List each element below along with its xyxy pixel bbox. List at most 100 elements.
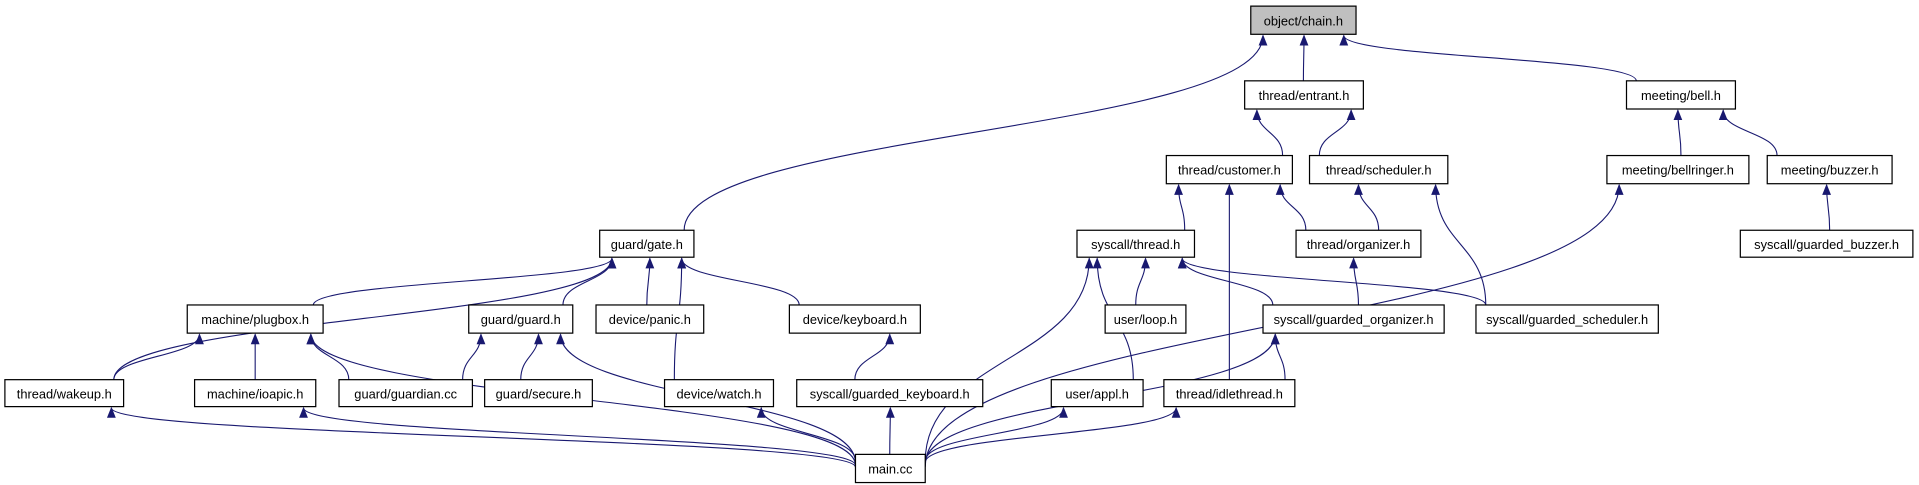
node-box: [663, 379, 775, 408]
edge-main-to-appl: [924, 406, 1068, 462]
node-box: [4, 379, 125, 408]
edge-wakeup-to-plugbox: [113, 333, 204, 380]
node-label: syscall/guarded_buzzer.h: [1754, 237, 1899, 252]
node-loop[interactable]: user/loop.h: [1104, 304, 1187, 334]
node-sthread[interactable]: syscall/thread.h: [1076, 229, 1196, 258]
edge-main-to-gkeyboard: [885, 406, 895, 455]
node-box: [468, 304, 574, 334]
node-customer[interactable]: thread/customer.h: [1165, 154, 1293, 185]
node-box: [1163, 379, 1296, 408]
node-chain: object/chain.h: [1250, 5, 1357, 35]
edge-buzzer-to-bell: [1718, 109, 1778, 156]
edge-organizer-to-customer: [1275, 183, 1307, 231]
edge-gscheduler-to-sthread: [1177, 257, 1487, 306]
node-ioapic[interactable]: machine/ioapic.h: [193, 379, 317, 408]
node-label: machine/plugbox.h: [201, 312, 309, 327]
node-box: [193, 379, 317, 408]
node-box: [788, 304, 921, 334]
node-box: [1606, 154, 1750, 185]
node-label: device/keyboard.h: [803, 312, 907, 327]
edge-guardian-to-guard: [462, 333, 486, 380]
edge-sthread-to-customer: [1174, 183, 1186, 231]
edge-panic-to-gate: [645, 257, 655, 305]
node-label: device/panic.h: [609, 312, 691, 327]
edge-idlethread-to-gorganizer: [1270, 333, 1286, 380]
node-idlethread[interactable]: thread/idlethread.h: [1163, 379, 1296, 408]
node-plugbox[interactable]: machine/plugbox.h: [186, 304, 324, 334]
node-organizer[interactable]: thread/organizer.h: [1295, 229, 1422, 258]
node-box: [1104, 304, 1187, 334]
edge-guardian-to-plugbox: [306, 333, 350, 380]
edge-gbuzzer-to-buzzer: [1822, 183, 1832, 231]
node-box: [338, 379, 474, 408]
node-label: device/watch.h: [677, 386, 762, 401]
edge-gorganizer-to-sthread: [1177, 257, 1274, 306]
node-gkeyboard[interactable]: syscall/guarded_keyboard.h: [796, 379, 984, 408]
node-appl[interactable]: user/appl.h: [1050, 379, 1144, 408]
node-box: [796, 379, 984, 408]
node-box: [1308, 154, 1449, 185]
node-label: user/appl.h: [1065, 386, 1129, 401]
node-label: guard/guardian.cc: [354, 386, 457, 401]
node-main[interactable]: main.cc: [854, 453, 926, 484]
edge-main-to-wakeup: [107, 406, 857, 468]
node-label: meeting/bellringer.h: [1622, 163, 1734, 178]
node-guard[interactable]: guard/guard.h: [468, 304, 574, 334]
node-label: syscall/guarded_scheduler.h: [1486, 312, 1648, 327]
node-keyboard[interactable]: device/keyboard.h: [788, 304, 921, 334]
node-gate[interactable]: guard/gate.h: [599, 229, 695, 258]
node-gorganizer[interactable]: syscall/guarded_organizer.h: [1262, 304, 1445, 334]
node-panic[interactable]: device/panic.h: [595, 304, 705, 334]
edge-bellringer-to-bell: [1673, 109, 1683, 156]
edge-keyboard-to-gate: [677, 257, 800, 306]
node-bellringer[interactable]: meeting/bellringer.h: [1606, 154, 1750, 185]
node-box: [1250, 5, 1357, 35]
node-secure[interactable]: guard/secure.h: [484, 379, 593, 408]
node-watch[interactable]: device/watch.h: [663, 379, 775, 408]
node-box: [595, 304, 705, 334]
edge-bell-to-chain: [1339, 34, 1637, 82]
node-label: meeting/buzzer.h: [1781, 163, 1879, 178]
node-buzzer[interactable]: meeting/buzzer.h: [1766, 154, 1893, 185]
node-label: thread/organizer.h: [1307, 237, 1411, 252]
node-scheduler[interactable]: thread/scheduler.h: [1308, 154, 1449, 185]
edge-main-to-idlethread: [924, 406, 1181, 463]
node-gscheduler[interactable]: syscall/guarded_scheduler.h: [1475, 304, 1659, 334]
node-label: object/chain.h: [1264, 13, 1343, 28]
edge-plugbox-to-gate: [312, 257, 617, 306]
edge-gscheduler-to-scheduler: [1431, 183, 1487, 305]
node-box: [1475, 304, 1659, 334]
edge-gkeyboard-to-keyboard: [854, 333, 895, 380]
node-label: main.cc: [868, 462, 913, 477]
node-wakeup[interactable]: thread/wakeup.h: [4, 379, 125, 408]
node-gbuzzer[interactable]: syscall/guarded_buzzer.h: [1739, 229, 1914, 258]
edge-guard-to-gate: [562, 257, 617, 306]
node-box: [186, 304, 324, 334]
node-box: [599, 229, 695, 258]
node-box: [1766, 154, 1893, 185]
node-entrant[interactable]: thread/entrant.h: [1244, 80, 1364, 110]
edge-organizer-to-scheduler: [1354, 183, 1380, 231]
edge-main-to-sthread: [924, 257, 1094, 462]
edge-entrant-to-chain: [1299, 34, 1309, 81]
edge-gate-to-chain: [683, 34, 1268, 231]
node-box: [1050, 379, 1144, 408]
node-label: syscall/thread.h: [1091, 237, 1180, 252]
node-box: [1244, 80, 1364, 110]
node-label: guard/guard.h: [481, 312, 561, 327]
node-label: machine/ioapic.h: [207, 386, 303, 401]
node-box: [1262, 304, 1445, 334]
node-label: thread/wakeup.h: [17, 386, 112, 401]
node-guardian[interactable]: guard/guardian.cc: [338, 379, 474, 408]
node-label: syscall/guarded_keyboard.h: [810, 386, 970, 401]
node-bell[interactable]: meeting/bell.h: [1625, 80, 1737, 110]
node-label: thread/customer.h: [1178, 163, 1281, 178]
edge-scheduler-to-entrant: [1318, 109, 1356, 156]
edge-gorganizer-to-organizer: [1349, 257, 1360, 305]
node-box: [1076, 229, 1196, 258]
edge-wakeup-to-gate: [113, 257, 617, 380]
node-box: [484, 379, 593, 408]
edge-main-to-ioapic: [299, 406, 857, 466]
node-label: thread/scheduler.h: [1326, 163, 1432, 178]
